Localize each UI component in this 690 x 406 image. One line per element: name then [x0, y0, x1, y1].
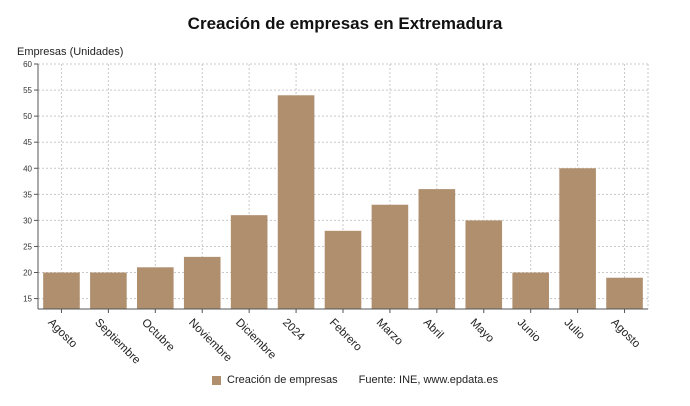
x-tick-label: 2024 — [280, 317, 307, 344]
x-tick-label: Junio — [515, 317, 543, 345]
bar — [137, 267, 174, 309]
bar — [90, 272, 127, 309]
y-tick-label: 35 — [23, 190, 32, 199]
y-tick-label: 40 — [23, 164, 32, 173]
bar — [43, 272, 80, 309]
x-tick-label: Abril — [421, 317, 446, 342]
bar — [512, 272, 549, 309]
x-tick-label: Agosto — [608, 317, 642, 351]
x-tick-label: Septiembre — [92, 317, 142, 367]
bar — [324, 230, 362, 309]
x-tick-label: Mayo — [468, 317, 496, 345]
bar — [183, 256, 221, 309]
y-tick-label: 45 — [23, 138, 32, 147]
legend-series-label: Creación de empresas — [227, 374, 338, 386]
x-tick-label: Octubre — [139, 317, 176, 354]
bar — [277, 95, 315, 309]
legend-swatch — [212, 375, 221, 385]
x-tick-label: Noviembre — [186, 317, 234, 365]
x-tick-label: Marzo — [374, 317, 405, 348]
y-tick-label: 20 — [23, 269, 32, 278]
x-tick-label: Agosto — [45, 317, 79, 351]
y-tick-label: 55 — [23, 86, 32, 95]
x-tick-label: Julio — [561, 317, 586, 342]
bar — [230, 215, 268, 309]
y-tick-label: 60 — [23, 60, 32, 69]
source-text: Fuente: INE, www.epdata.es — [358, 374, 499, 386]
bar — [418, 189, 456, 309]
y-tick-label: 30 — [23, 216, 32, 225]
bar — [606, 277, 643, 309]
x-tick-label: Diciembre — [233, 317, 278, 362]
chart-title: Creación de empresas en Extremadura — [187, 14, 503, 33]
legend: Creación de empresas Fuente: INE, www.ep… — [212, 374, 498, 386]
y-tick-label: 25 — [23, 242, 32, 251]
y-axis-label: Empresas (Unidades) — [17, 46, 124, 58]
bar — [465, 220, 503, 309]
bar — [559, 168, 596, 309]
bar — [371, 204, 409, 309]
y-tick-label: 15 — [23, 295, 32, 304]
y-tick-label: 50 — [23, 112, 32, 121]
x-tick-label: Febrero — [327, 317, 364, 354]
